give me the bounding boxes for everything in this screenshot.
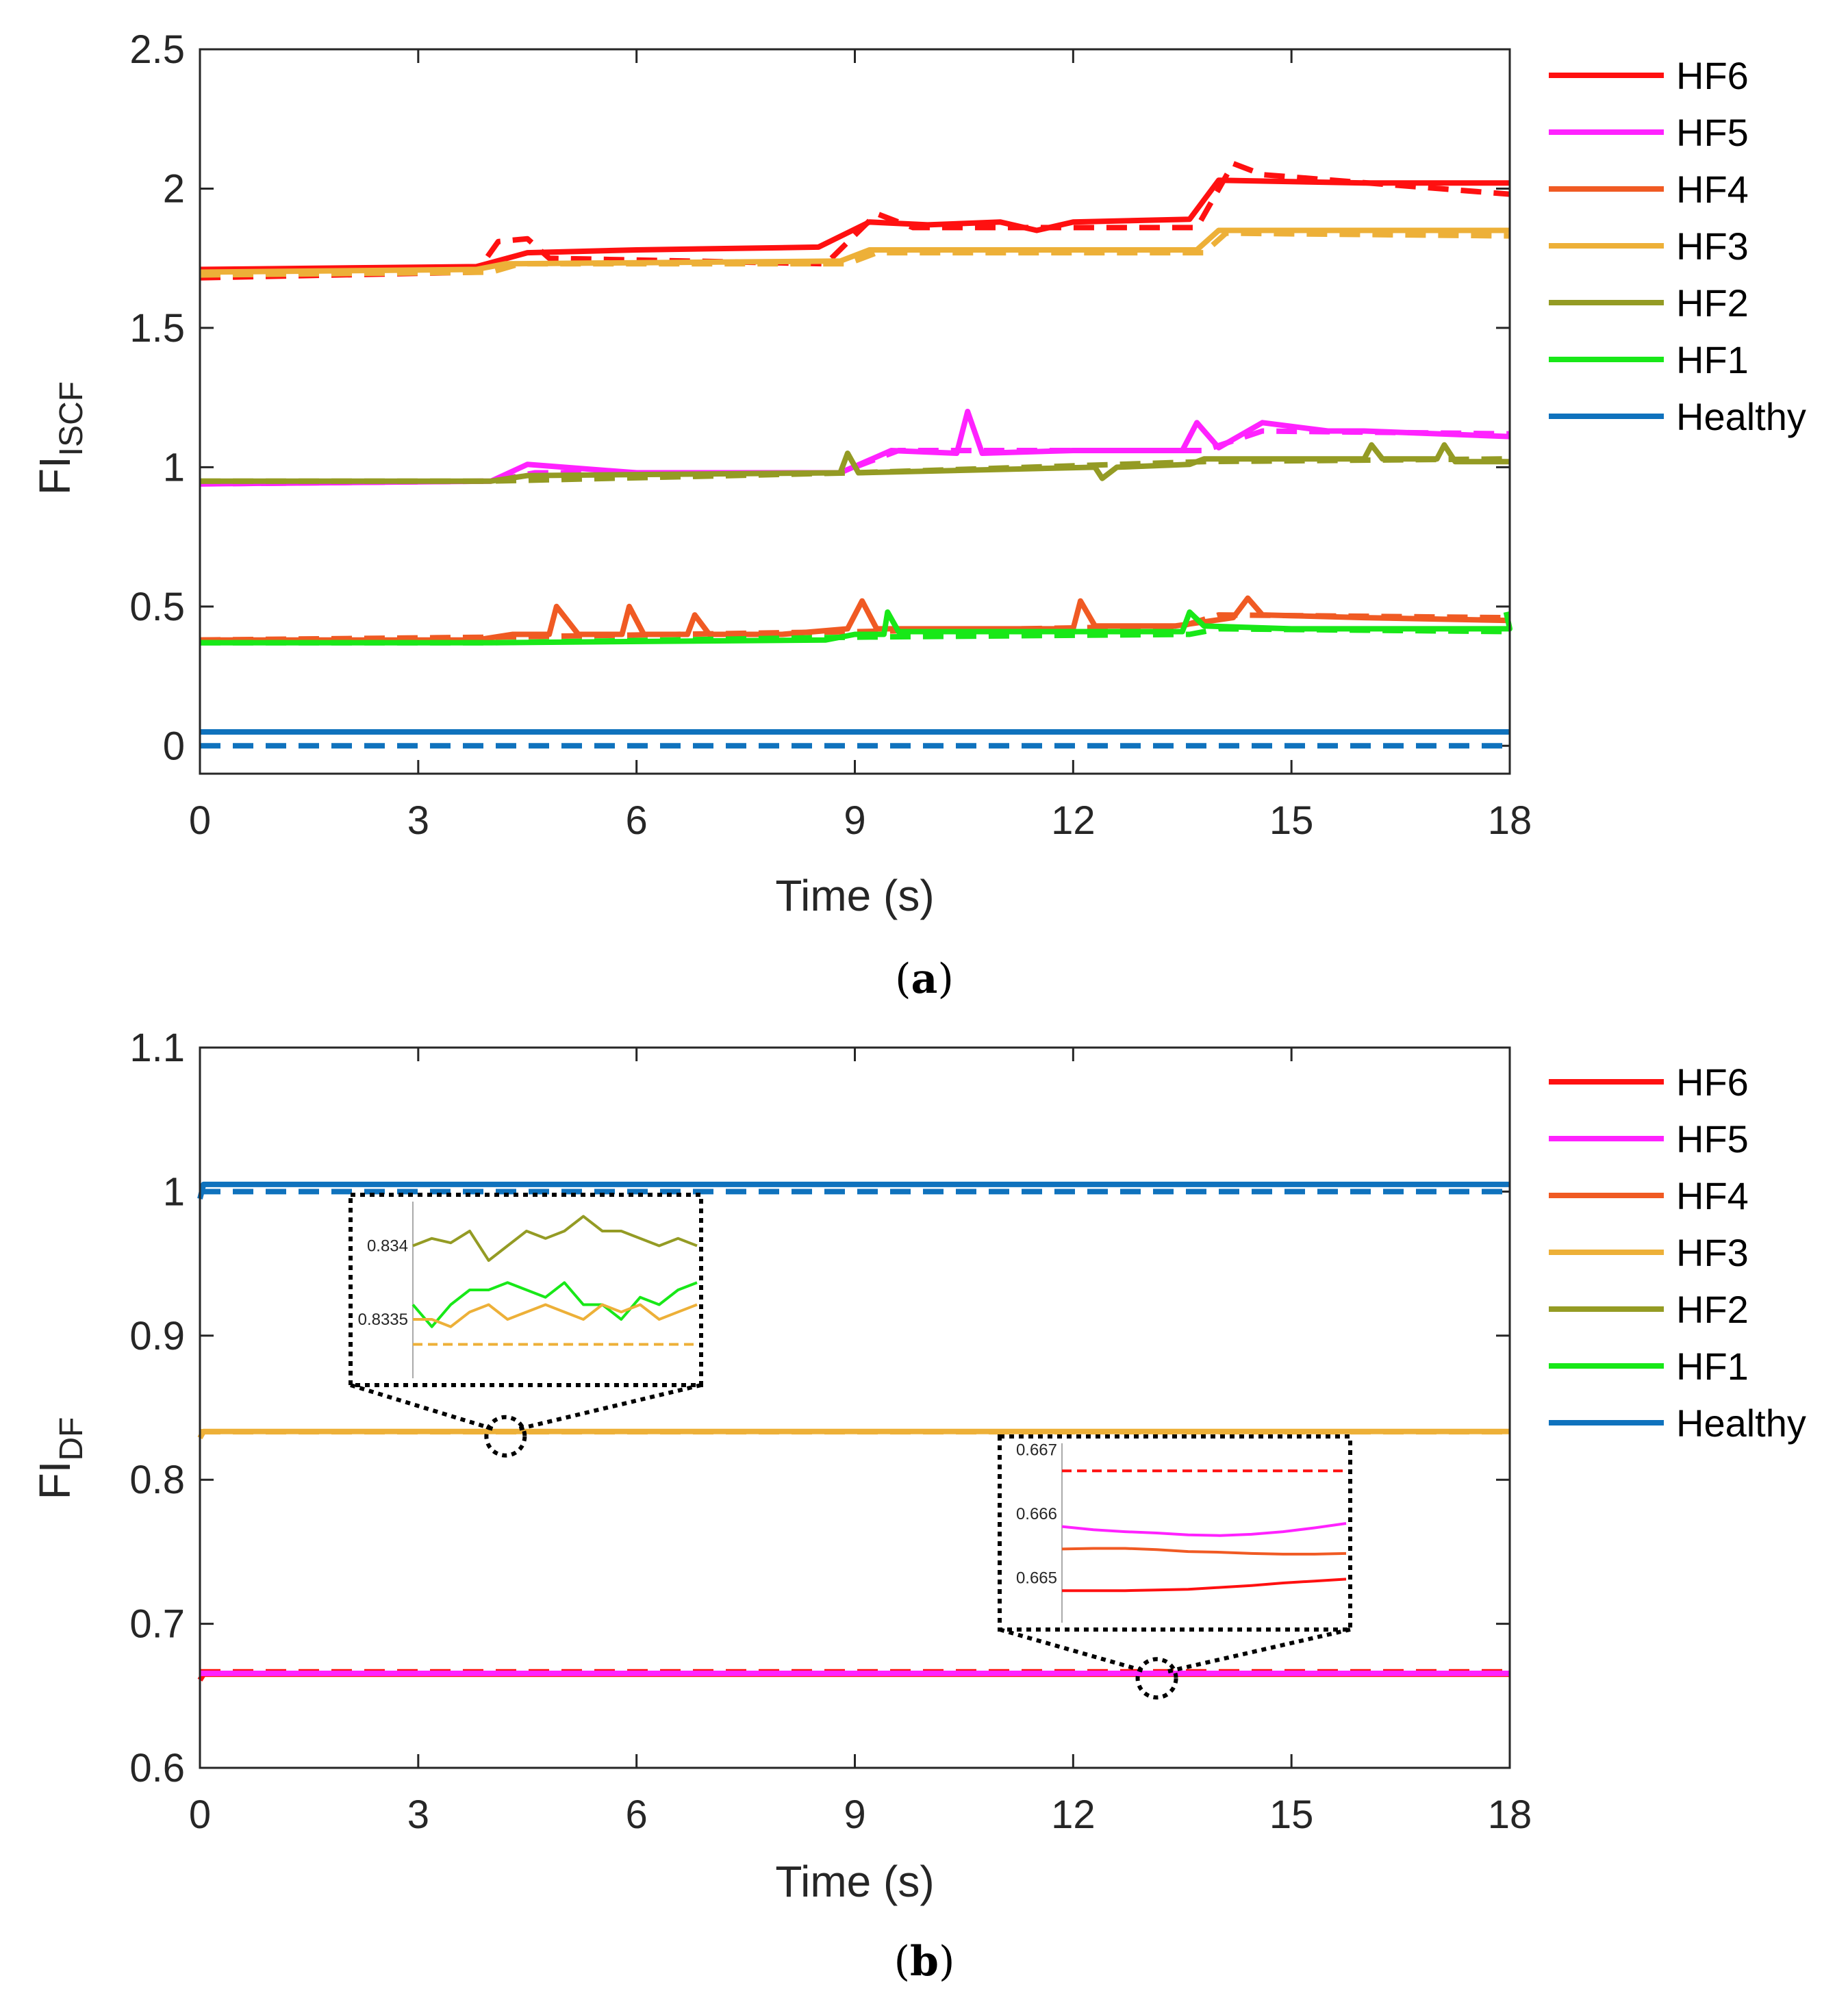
x-tick-label: 18	[1488, 798, 1532, 843]
series-line-hf3-solid	[199, 227, 1510, 275]
panel-b-x-label: Time (s)	[775, 1857, 934, 1906]
panel-b-y-label-sub: DF	[53, 1417, 90, 1461]
inset-y-tick-label: 0.665	[1016, 1569, 1057, 1588]
legend-label-hf3: HF3	[1676, 225, 1749, 268]
x-tick-label: 15	[1269, 1792, 1314, 1837]
inset-y-tick-label: 0.667	[1016, 1441, 1057, 1459]
panel-a-chart: 00.511.522.5 0 3 6 9 12 15 18 FIISCF Time (s) …	[30, 27, 1806, 1003]
y-tick-label: 2	[163, 166, 185, 211]
inset-connector-right	[1167, 1627, 1351, 1674]
x-tick-label: 9	[844, 1792, 865, 1837]
y-tick-label: 1.1	[129, 1026, 185, 1070]
legend-label-hf2: HF2	[1676, 281, 1749, 325]
y-tick-label: 0.6	[129, 1746, 185, 1790]
y-tick-label: 0.8	[129, 1458, 185, 1502]
legend-label-hf5: HF5	[1676, 1117, 1749, 1161]
inset-line-hf1-solid	[412, 1281, 698, 1328]
panel-a-caption-letter: a	[911, 955, 938, 1003]
zoom-inset: 0.667 0.666 0.665	[998, 1434, 1352, 1700]
x-tick-label: 9	[844, 798, 865, 843]
inset-anchor-circle	[1135, 1657, 1178, 1700]
panel-a-y-label-sub: ISCF	[53, 381, 90, 456]
x-tick-label: 0	[189, 798, 211, 843]
legend-label-hf2: HF2	[1676, 1288, 1749, 1331]
x-tick-label: 12	[1051, 1792, 1096, 1837]
y-tick-label: 2.5	[129, 27, 185, 72]
panel-a-caption: (a)	[895, 955, 954, 1003]
series-line-hf5-solid	[199, 409, 1510, 487]
x-tick-label: 15	[1269, 798, 1314, 843]
series-line-hf3-dashed	[199, 230, 1510, 278]
inset-line-hf2-solid	[412, 1215, 698, 1262]
plot-frame	[199, 48, 1511, 775]
y-tick-label: 0	[163, 724, 185, 768]
legend-label-hf1: HF1	[1676, 1345, 1749, 1388]
legend-label-hf3: HF3	[1676, 1231, 1749, 1274]
inset-anchor-circle	[484, 1415, 527, 1458]
inset-y-tick-label: 0.834	[367, 1237, 408, 1256]
panel-b-legend: HF6 HF5 HF4 HF3 HF2 HF1 Healthy	[1549, 1061, 1806, 1445]
legend-label-healthy: Healthy	[1676, 395, 1806, 438]
y-tick-label: 0.5	[129, 585, 185, 629]
y-tick-label: 0.7	[129, 1602, 185, 1647]
legend-label-healthy: Healthy	[1676, 1402, 1806, 1445]
y-tick-label: 0.9	[129, 1314, 185, 1358]
legend-label-hf4: HF4	[1676, 168, 1749, 211]
panel-b-y-label-main: FI	[30, 1461, 79, 1500]
panel-b-caption-letter: b	[910, 1938, 939, 1986]
legend-label-hf1: HF1	[1676, 338, 1749, 381]
legend-label-hf4: HF4	[1676, 1174, 1749, 1217]
x-tick-label: 3	[407, 1792, 429, 1837]
inset-connector-left	[999, 1627, 1147, 1674]
x-tick-label: 18	[1488, 1792, 1532, 1837]
series-line-hf4-dashed	[199, 612, 1510, 643]
inset-connector-left	[350, 1383, 496, 1432]
panel-a-legend: HF6 HF5 HF4 HF3 HF2 HF1 Healthy	[1549, 54, 1806, 438]
legend-label-hf6: HF6	[1676, 54, 1749, 97]
inset-line-hf4-solid	[1061, 1547, 1347, 1556]
plot-frame	[199, 1046, 1511, 1769]
legend-label-hf6: HF6	[1676, 1061, 1749, 1104]
y-tick-label: 1	[163, 445, 185, 490]
panel-a-y-label-main: FI	[30, 456, 79, 495]
panel-a-x-label: Time (s)	[775, 871, 934, 920]
panel-b-chart: 0.6 0.7 0.8 0.9 1 1.1 0 3 6 9 12 15 18 FIDF Time (s…	[30, 1026, 1806, 1986]
y-tick-label: 1	[163, 1169, 185, 1214]
panel-a-y-label: FIISCF	[30, 381, 90, 495]
series-line-hf1-dashed	[200, 626, 1510, 646]
series-line-hf6-dashed	[199, 160, 1510, 281]
inset-line-hf5-solid	[1061, 1522, 1347, 1537]
series-line-hf2-solid	[200, 442, 1510, 484]
x-tick-label: 6	[626, 1792, 648, 1837]
inset-line-hf6-solid	[1062, 1577, 1347, 1593]
inset-connector-right	[516, 1383, 702, 1432]
x-tick-label: 3	[407, 798, 429, 843]
x-tick-label: 6	[626, 798, 648, 843]
x-tick-label: 0	[189, 1792, 211, 1837]
panel-b-y-label: FIDF	[30, 1417, 90, 1500]
legend-label-hf5: HF5	[1676, 111, 1749, 154]
x-tick-label: 12	[1051, 798, 1096, 843]
y-tick-label: 1.5	[129, 306, 185, 351]
inset-y-tick-label: 0.8335	[358, 1310, 408, 1329]
inset-line-hf3-solid	[413, 1303, 698, 1328]
zoom-inset: 0.834 0.8335	[349, 1193, 703, 1458]
panel-b-caption: (b)	[894, 1938, 955, 1986]
inset-y-tick-label: 0.666	[1016, 1505, 1057, 1523]
